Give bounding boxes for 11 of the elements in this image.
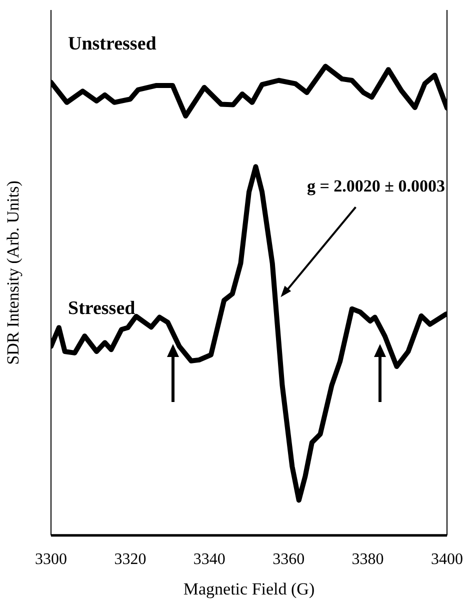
- x-tick-label: 3340: [193, 551, 226, 568]
- x-tick-label: 3400: [431, 551, 463, 568]
- y-axis-title: SDR Intensity (Arb. Units): [4, 180, 23, 365]
- x-axis-title: Magnetic Field (G): [183, 579, 315, 598]
- x-tick-label: 3360: [272, 551, 305, 568]
- series-label: Stressed: [68, 298, 136, 319]
- x-tick-label: 3320: [114, 551, 146, 568]
- x-tick-label: 3300: [35, 551, 67, 568]
- x-tick-label: 3380: [352, 551, 384, 568]
- series-label: Unstressed: [68, 34, 157, 55]
- annotation: g = 2.0020 ± 0.0003: [306, 176, 446, 196]
